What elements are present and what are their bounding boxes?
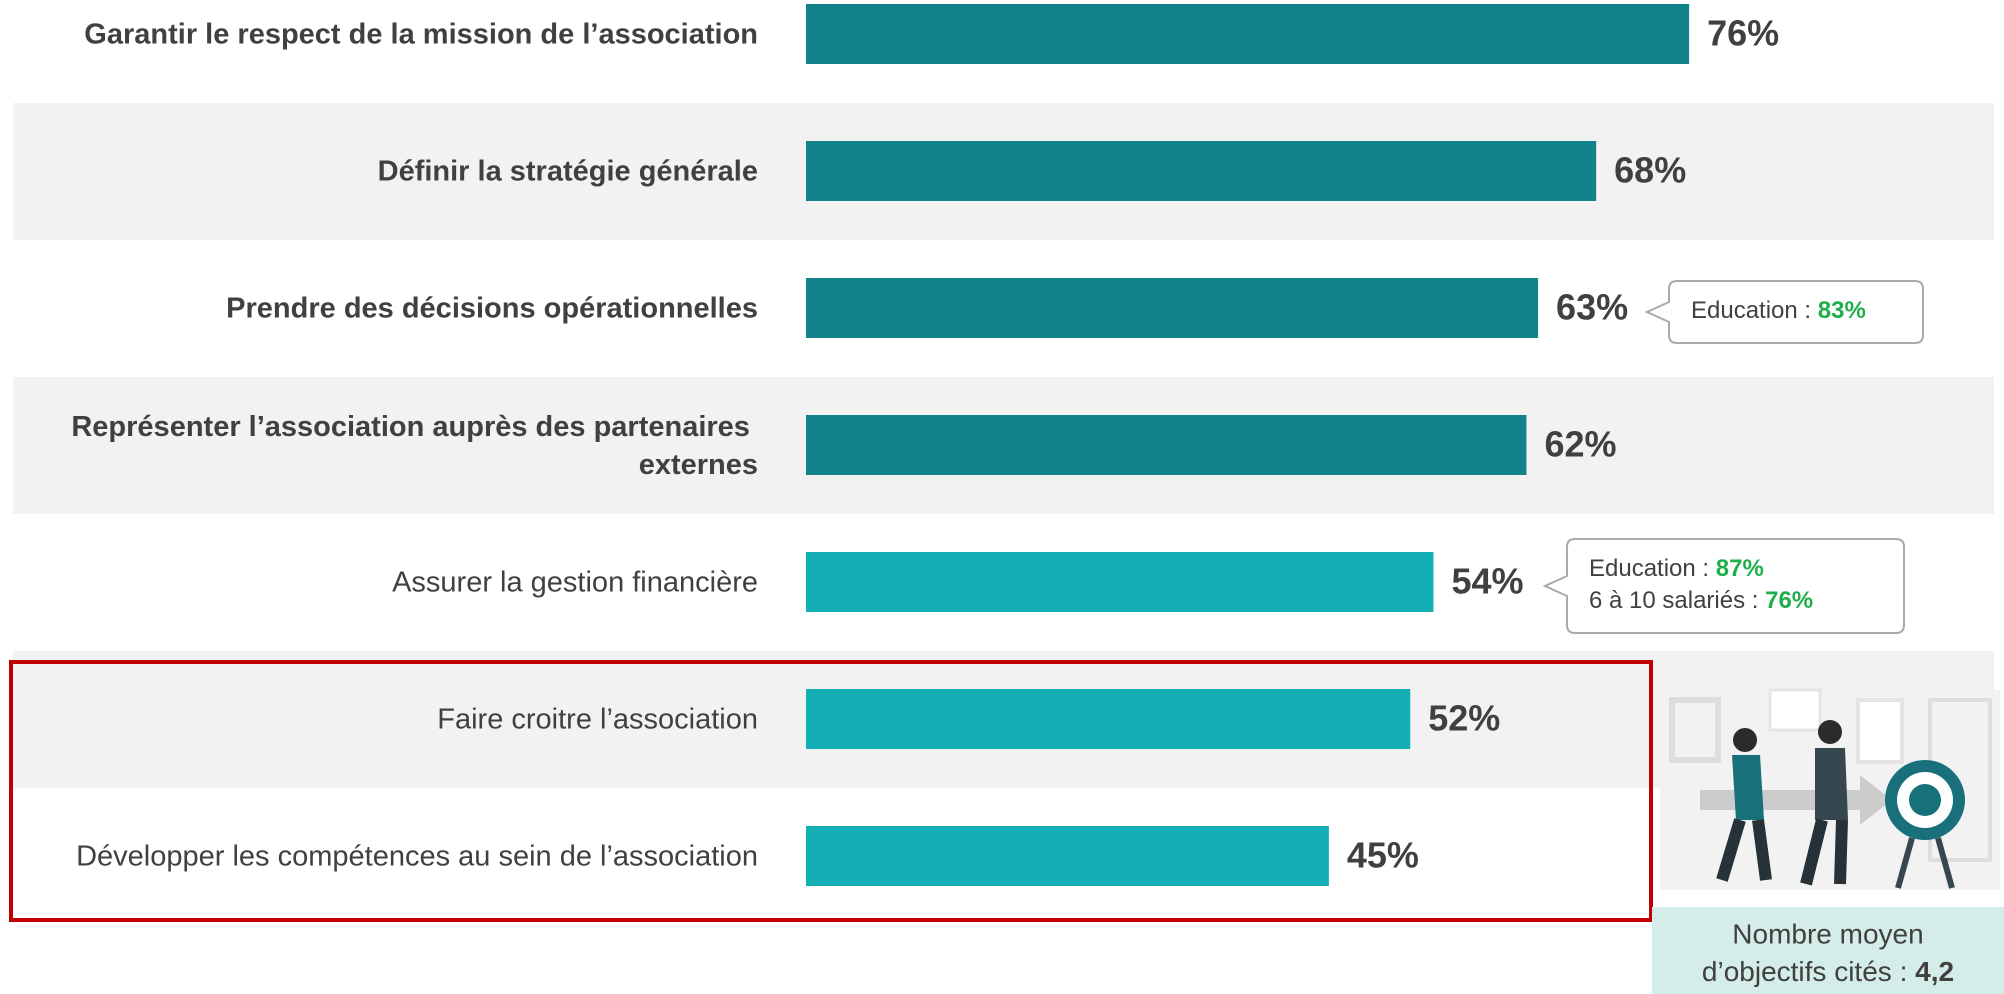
bar: [806, 415, 1526, 475]
illustration: [1660, 690, 2000, 890]
bar: [806, 826, 1329, 886]
summary-line: d’objectifs cités : 4,2: [1702, 956, 1954, 987]
callout-line: 6 à 10 salariés : 76%: [1589, 587, 1813, 614]
category-label: Garantir le respect de la mission de l’a…: [84, 19, 758, 51]
category-label: Définir la stratégie générale: [378, 156, 758, 188]
value-label: 76%: [1707, 13, 1779, 54]
summary-label: d’objectifs cités :: [1702, 956, 1915, 987]
chart: 76% Garantir le respect de la mission de …: [0, 0, 2004, 994]
value-label: 62%: [1544, 424, 1616, 465]
value-label: 45%: [1347, 835, 1419, 876]
summary-line: Nombre moyen: [1732, 918, 1923, 949]
summary-value: 4,2: [1915, 956, 1954, 987]
callout-line: Education : 83%: [1691, 297, 1866, 324]
category-label: Assurer la gestion financière: [392, 567, 758, 599]
callout-label: Education :: [1691, 297, 1818, 324]
category-label: Faire croitre l’association: [437, 704, 758, 736]
page: 76% Garantir le respect de la mission de …: [0, 0, 2004, 994]
callout-value: 76%: [1765, 587, 1813, 614]
value-label: 63%: [1556, 287, 1628, 328]
bar: [806, 4, 1689, 64]
bar: [806, 552, 1433, 612]
callout-label: Education :: [1589, 555, 1716, 582]
bar: [806, 278, 1538, 338]
callout-line: Education : 87%: [1589, 555, 1764, 582]
callout-box: [1545, 539, 1904, 633]
callout-value: 87%: [1716, 555, 1764, 582]
category-label: Développer les compétences au sein de l’…: [76, 841, 758, 873]
callout-label: 6 à 10 salariés :: [1589, 587, 1765, 614]
bar: [806, 141, 1596, 201]
value-label: 68%: [1614, 150, 1686, 191]
value-label: 52%: [1428, 698, 1500, 739]
value-label: 54%: [1451, 561, 1523, 602]
callout-value: 83%: [1818, 297, 1866, 324]
bar: [806, 689, 1410, 749]
category-label: Prendre des décisions opérationnelles: [226, 293, 758, 325]
